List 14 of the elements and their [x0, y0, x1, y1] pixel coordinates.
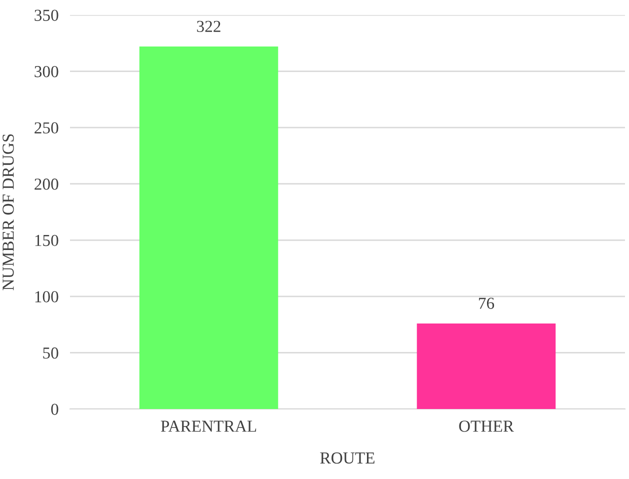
- data-label: 322: [197, 20, 220, 32]
- y-axis-title: NUMBER OF DRUGS: [2, 134, 14, 290]
- x-tick-label: PARENTRAL: [160, 420, 256, 432]
- y-tick-label: 200: [34, 178, 58, 190]
- y-tick-label: 250: [34, 122, 58, 134]
- x-tick-label: OTHER: [459, 420, 514, 432]
- y-tick-label: 50: [43, 347, 58, 359]
- y-tick-label: 150: [35, 234, 58, 246]
- y-tick-label: 100: [35, 291, 58, 302]
- y-tick-label: 350: [34, 10, 58, 21]
- data-label: 76: [479, 298, 494, 309]
- y-tick-label: 0: [51, 404, 58, 415]
- x-axis-title: ROUTE: [320, 452, 374, 464]
- y-tick-label: 300: [34, 66, 58, 78]
